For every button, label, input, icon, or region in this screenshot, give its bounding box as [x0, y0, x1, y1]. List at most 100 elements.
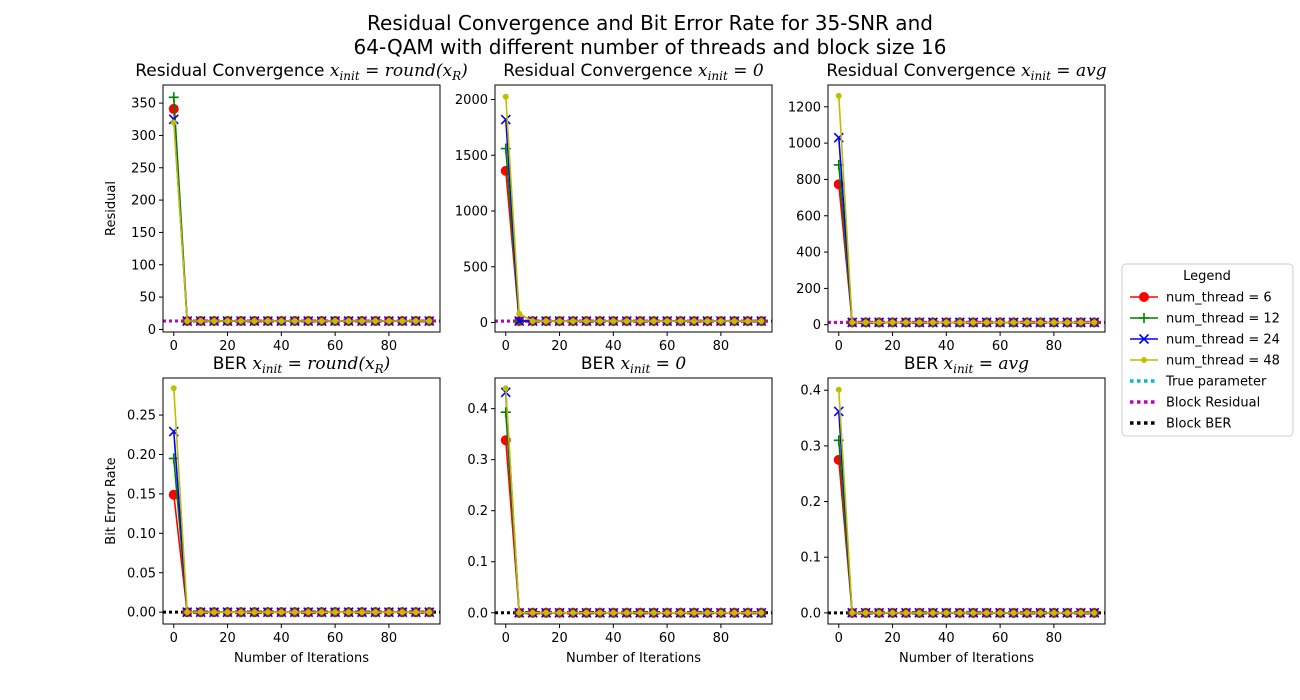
axes-frame [494, 377, 773, 625]
y-axis-label: Residual [104, 181, 119, 236]
data-point [516, 310, 523, 317]
axes-frame [827, 377, 1106, 625]
data-point [569, 609, 576, 616]
data-point [211, 318, 218, 325]
subplot-2: 0 20 40 60 80 0 500 1000 1500 2000 Residual Conver… [455, 61, 773, 354]
data-point [556, 318, 563, 325]
legend-label: Block Residual [1166, 396, 1260, 411]
x-tick-label: 80 [713, 339, 730, 354]
legend-label: True parameter [1165, 375, 1267, 390]
y-tick-label: 2000 [455, 93, 488, 108]
y-tick-label: 1200 [788, 100, 821, 115]
data-point [168, 114, 179, 125]
data-point [1010, 609, 1017, 616]
data-point [385, 609, 392, 616]
legend-entry-5: True parameter [1130, 375, 1267, 390]
data-point [596, 609, 603, 616]
data-point [412, 609, 419, 616]
data-point [345, 609, 352, 616]
data-point [916, 319, 923, 326]
data-point [916, 609, 923, 616]
data-point [1037, 319, 1044, 326]
subplot-6: 0 20 40 60 80 0.0 0.1 0.2 0.3 0.4 BER xinit = avg N… [800, 354, 1106, 666]
data-point [211, 609, 218, 616]
data-point [291, 609, 298, 616]
data-point [426, 318, 433, 325]
data-point [1091, 609, 1098, 616]
data-point [849, 609, 856, 616]
y-tick-label: 0.4 [467, 402, 488, 417]
x-tick-label: 80 [1046, 339, 1063, 354]
figure-title-line-2: 64-QAM with different number of threads … [354, 35, 947, 59]
y-tick-label: 400 [796, 246, 821, 261]
data-point [758, 609, 765, 616]
data-point [1077, 319, 1084, 326]
y-tick-label: 800 [796, 173, 821, 188]
y-tick-label: 500 [463, 260, 488, 275]
y-tick-label: 0 [148, 323, 156, 338]
legend-entry-6: Block Residual [1130, 396, 1260, 411]
data-point [833, 406, 844, 417]
y-tick-label: 0.4 [800, 384, 821, 399]
data-point [543, 609, 550, 616]
data-point [502, 93, 509, 100]
data-point [291, 318, 298, 325]
x-tick-label: 60 [992, 631, 1009, 646]
data-point [237, 318, 244, 325]
x-tick-label: 60 [659, 339, 676, 354]
data-point [664, 609, 671, 616]
x-tick-label: 20 [551, 631, 568, 646]
data-point [889, 319, 896, 326]
data-point [610, 318, 617, 325]
data-point [1037, 609, 1044, 616]
y-tick-label: 0.2 [467, 504, 488, 519]
subplot-title: BER xinit = avg [904, 354, 1029, 376]
legend-entry-1: num_thread = 6 [1130, 291, 1272, 306]
plot-content [163, 92, 440, 327]
data-point [184, 609, 191, 616]
data-point [943, 609, 950, 616]
data-point [372, 318, 379, 325]
x-tick-label: 40 [273, 339, 290, 354]
data-point [543, 318, 550, 325]
data-point [556, 609, 563, 616]
data-point [731, 318, 738, 325]
figure-title-line-1: Residual Convergence and Bit Error Rate … [367, 11, 933, 35]
data-point [305, 318, 312, 325]
data-point [385, 318, 392, 325]
y-tick-label: 0.15 [127, 487, 156, 502]
data-point [744, 609, 751, 616]
data-point [197, 318, 204, 325]
x-tick-label: 0 [835, 631, 843, 646]
legend-label: num_thread = 12 [1166, 312, 1280, 327]
legend-title: Legend [1183, 269, 1231, 284]
data-point [1077, 609, 1084, 616]
plot-area [163, 85, 440, 332]
legend: Legend num_thread = 6 num_thread = 12 num_… [1121, 263, 1294, 437]
data-point [1024, 609, 1031, 616]
data-point [637, 609, 644, 616]
x-tick-label: 0 [170, 631, 178, 646]
x-axis-label: Number of Iterations [566, 651, 701, 666]
plot-area [163, 378, 440, 624]
data-point [264, 318, 271, 325]
axes-frame [162, 377, 441, 625]
legend-label: num_thread = 24 [1166, 333, 1280, 348]
data-point [516, 609, 523, 616]
x-tick-label: 20 [884, 339, 901, 354]
data-point [835, 92, 842, 99]
axes-frame [162, 84, 441, 333]
data-point [997, 609, 1004, 616]
plot-area [495, 378, 772, 624]
plot-content [495, 385, 772, 618]
x-tick-label: 0 [835, 339, 843, 354]
subplot-title: Residual Convergence xinit = round(xR) [135, 61, 468, 83]
data-point [610, 609, 617, 616]
data-point [170, 385, 177, 392]
plot-area [495, 85, 772, 332]
data-point [237, 609, 244, 616]
y-tick-label: 200 [131, 194, 156, 209]
data-point [731, 609, 738, 616]
data-point [251, 609, 258, 616]
y-tick-label: 200 [796, 282, 821, 297]
